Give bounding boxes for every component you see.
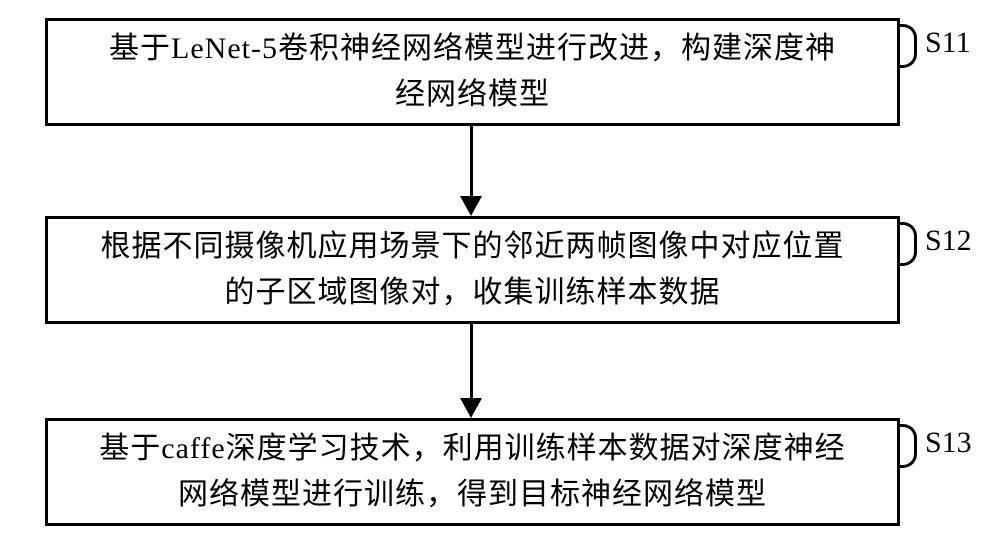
arrow-line-2	[470, 324, 473, 398]
bracket-s13	[897, 424, 917, 468]
step-text-s11: 基于LeNet-5卷积神经网络模型进行改进，构建深度神 经网络模型	[109, 26, 836, 119]
step-box-s12: 根据不同摄像机应用场景下的邻近两帧图像中对应位置 的子区域图像对，收集训练样本数…	[45, 216, 900, 324]
arrow-line-1	[470, 126, 473, 196]
step-text-s13: 基于caffe深度学习技术，利用训练样本数据对深度神经 网络模型进行训练，得到目…	[99, 426, 845, 519]
step-label-s13: S13	[925, 426, 972, 460]
step-label-s11: S11	[925, 26, 971, 60]
step-label-s12: S12	[925, 224, 972, 258]
step-box-s11: 基于LeNet-5卷积神经网络模型进行改进，构建深度神 经网络模型	[45, 18, 900, 126]
bracket-s12	[897, 222, 917, 266]
arrow-head-1	[460, 196, 482, 216]
bracket-s11	[897, 24, 917, 68]
flowchart-canvas: 基于LeNet-5卷积神经网络模型进行改进，构建深度神 经网络模型 S11 根据…	[0, 0, 1000, 554]
step-text-s12: 根据不同摄像机应用场景下的邻近两帧图像中对应位置 的子区域图像对，收集训练样本数…	[101, 224, 845, 317]
arrow-head-2	[460, 398, 482, 418]
step-box-s13: 基于caffe深度学习技术，利用训练样本数据对深度神经 网络模型进行训练，得到目…	[45, 418, 900, 526]
